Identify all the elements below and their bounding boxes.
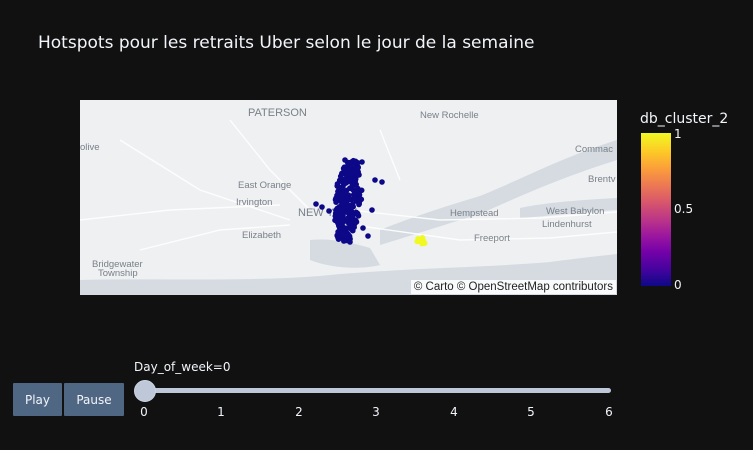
pickup-point [333, 217, 340, 224]
slider-step-2[interactable]: 2 [295, 405, 303, 419]
roads [80, 119, 617, 251]
slider-rail[interactable] [137, 388, 611, 393]
pickup-point [350, 177, 356, 184]
slider-step-6[interactable]: 6 [605, 405, 613, 419]
pickup-point [421, 240, 428, 246]
map-label: West Babylon [546, 206, 604, 217]
slider-step-1[interactable]: 1 [217, 405, 225, 419]
pickup-point [319, 204, 325, 210]
pickup-point [339, 190, 346, 197]
pickup-point [360, 225, 366, 231]
map-label: Hempstead [450, 208, 499, 219]
pickup-point [334, 181, 341, 187]
pickup-point [354, 210, 361, 217]
map-label: Freeport [474, 233, 510, 244]
slider-step-0[interactable]: 0 [140, 405, 148, 419]
pickup-point [348, 160, 354, 166]
pickup-point [359, 159, 365, 165]
map-label: East Orange [238, 180, 291, 191]
map-label: Irvington [236, 197, 272, 208]
colorbar-tick-max: 1 [674, 127, 682, 141]
map-attribution[interactable]: © Carto © OpenStreetMap contributors [410, 280, 616, 294]
map-label: Elizabeth [242, 230, 281, 241]
slider-current-label: Day_of_week=0 [134, 360, 231, 374]
pause-button[interactable]: Pause [64, 383, 124, 416]
pickup-point [351, 195, 358, 201]
pickup-point [349, 219, 356, 226]
water-sound [380, 140, 617, 245]
map-label: Township [98, 268, 138, 279]
pickup-point [379, 179, 385, 185]
pickup-point [347, 172, 354, 178]
pickup-point [332, 213, 339, 219]
pickup-point [333, 199, 339, 205]
map-label: olive [80, 142, 100, 153]
pickup-points [313, 157, 428, 247]
colorbar-title: db_cluster_2 [640, 111, 729, 127]
pickup-point [313, 201, 319, 207]
pickup-point [339, 178, 345, 185]
pickup-point [342, 157, 348, 163]
map-label: New Rochelle [420, 110, 479, 121]
pickup-point [356, 201, 363, 207]
pickup-point [339, 233, 345, 239]
map-label: Lindenhurst [542, 219, 592, 230]
pickup-point [344, 209, 351, 215]
pickup-point [369, 207, 375, 213]
map-label: Bridgewater [92, 259, 143, 270]
pickup-point [339, 195, 345, 201]
pickup-point [333, 195, 339, 201]
pickup-point [338, 185, 345, 192]
pickup-point [372, 177, 378, 183]
pickup-point [347, 239, 353, 245]
pickup-point [346, 196, 353, 203]
map-area[interactable]: PATERSON New Rochelle olive Commac Brentv Eas… [80, 100, 617, 295]
pickup-point [349, 201, 356, 208]
pickup-point [365, 233, 371, 239]
pickup-point [347, 185, 353, 191]
pickup-point [341, 238, 347, 244]
play-button[interactable]: Play [13, 383, 62, 416]
colorbar-tick-min: 0 [674, 278, 682, 292]
slider-step-3[interactable]: 3 [372, 405, 380, 419]
slider-step-5[interactable]: 5 [527, 405, 535, 419]
pickup-point [415, 236, 421, 242]
colorbar-tick-mid: 0.5 [674, 202, 694, 216]
chart-title: Hotspots pour les retraits Uber selon le… [38, 33, 535, 53]
pickup-point [354, 166, 361, 172]
map-label: Commac [575, 144, 613, 155]
pickup-point [337, 207, 344, 214]
map-label: PATERSON [248, 107, 307, 119]
pickup-point [354, 190, 361, 196]
map-svg: PATERSON New Rochelle olive Commac Brentv Eas… [80, 107, 617, 295]
pickup-point [357, 196, 364, 203]
pickup-point [348, 226, 355, 232]
pickup-point [342, 218, 349, 224]
water-sound-east [520, 198, 617, 218]
pickup-point [326, 208, 332, 214]
colorbar [641, 133, 671, 286]
slider-step-4[interactable]: 4 [450, 405, 458, 419]
pickup-point [349, 213, 356, 220]
map-label: Brentv [588, 174, 616, 185]
water-bay [310, 239, 380, 268]
slider-handle[interactable] [134, 380, 156, 402]
pickup-point [352, 158, 359, 165]
